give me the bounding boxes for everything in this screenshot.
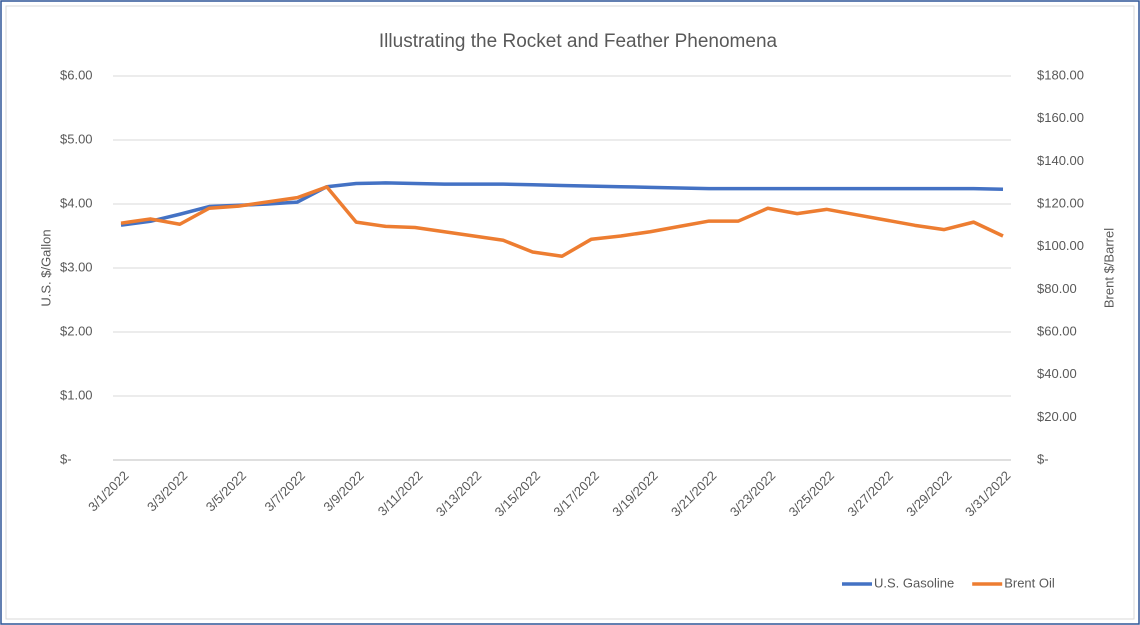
y-tick-label: $5.00 bbox=[60, 131, 93, 146]
legend-label: U.S. Gasoline bbox=[874, 575, 954, 590]
chart-title: Illustrating the Rocket and Feather Phen… bbox=[379, 31, 778, 52]
y2-tick-label: $20.00 bbox=[1037, 409, 1077, 424]
y2-tick-label: $120.00 bbox=[1037, 195, 1084, 210]
y2-tick-label: $180.00 bbox=[1037, 67, 1084, 82]
series-line bbox=[120, 181, 1004, 227]
y2-tick-label: $60.00 bbox=[1037, 323, 1077, 338]
y2-tick-label: $100.00 bbox=[1037, 238, 1084, 253]
y2-axis-title: Brent $/Barrel bbox=[1101, 228, 1116, 308]
chart-border bbox=[5, 5, 1135, 620]
y2-tick-label: $140.00 bbox=[1037, 153, 1084, 168]
y-tick-label: $4.00 bbox=[60, 195, 93, 210]
legend-label: Brent Oil bbox=[1004, 575, 1055, 590]
y2-tick-label: $40.00 bbox=[1037, 366, 1077, 381]
y2-tick-label: $80.00 bbox=[1037, 281, 1077, 296]
y-axis-title: U.S. $/Gallon bbox=[38, 229, 53, 306]
y-tick-label: $3.00 bbox=[60, 259, 93, 274]
y-tick-label: $1.00 bbox=[60, 387, 93, 402]
y2-tick-label: $160.00 bbox=[1037, 110, 1084, 125]
y-tick-label: $6.00 bbox=[60, 67, 93, 82]
y-tick-label: $2.00 bbox=[60, 323, 93, 338]
y-tick-label: $- bbox=[60, 451, 72, 466]
y2-tick-label: $- bbox=[1037, 451, 1049, 466]
series-line bbox=[120, 185, 1004, 259]
